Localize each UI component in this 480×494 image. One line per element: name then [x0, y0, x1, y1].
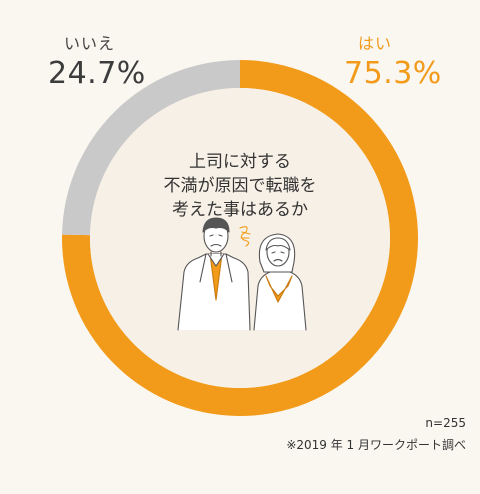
question-line-3: 考えた事はあるか [172, 200, 308, 220]
donut-slice-no [62, 60, 241, 236]
source-note: ※2019 年 1 月ワークポート調べ [286, 438, 466, 452]
man-figure [177, 217, 251, 331]
no-label: いいえ [64, 34, 116, 53]
donut-center [90, 88, 390, 388]
woman-figure [253, 233, 307, 331]
sample-size: n=255 [425, 416, 466, 430]
no-value: 24.7% [48, 56, 146, 91]
center-question: 上司に対する 不満が原因で転職を 考えた事はあるか [130, 150, 350, 222]
illustration [177, 217, 307, 331]
yes-value: 75.3% [344, 56, 442, 91]
donut-slices [62, 60, 418, 416]
question-line-1: 上司に対する [189, 152, 291, 172]
frustration-swirl [239, 226, 251, 247]
question-line-2: 不満が原因で転職を [163, 176, 317, 196]
yes-label: はい [358, 34, 393, 53]
